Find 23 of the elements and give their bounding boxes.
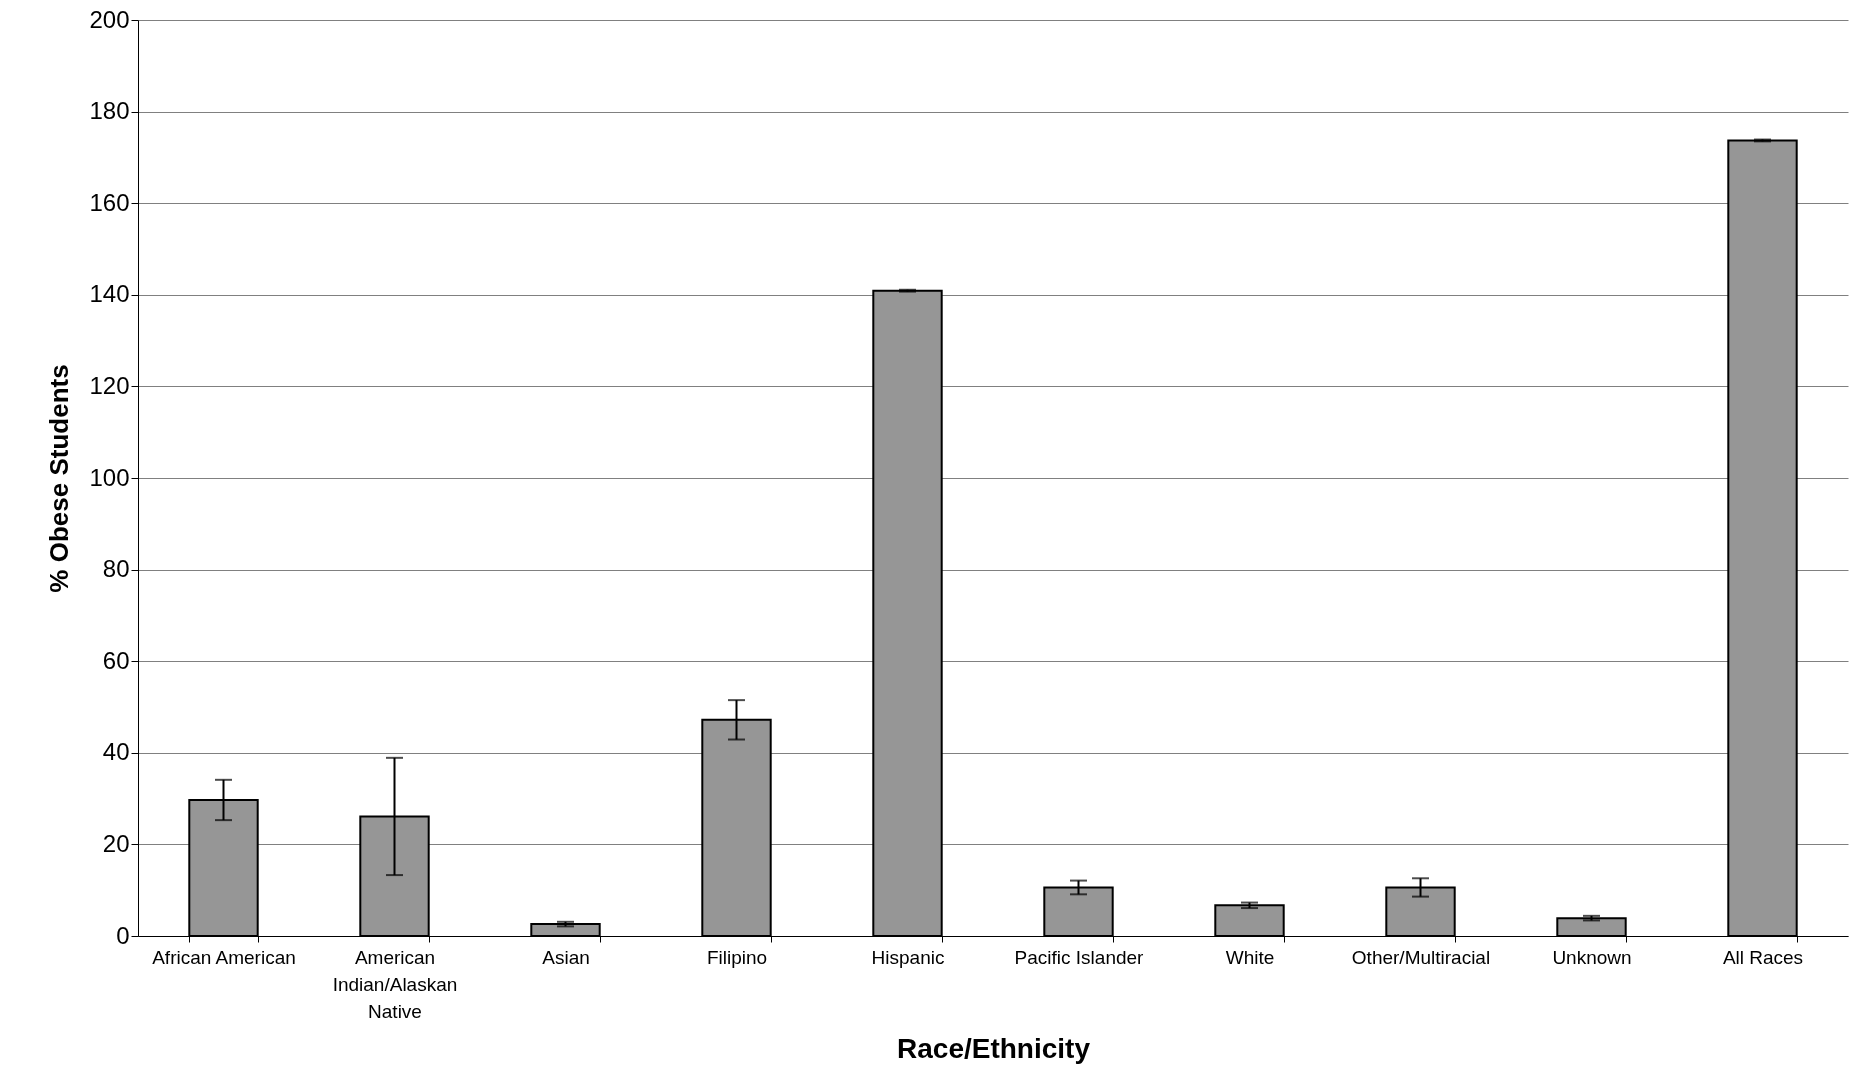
- x-tick-label: American Indian/Alaskan Native: [332, 946, 458, 1022]
- y-tick-label: 160: [89, 188, 130, 216]
- x-tick-label: Unknown: [1552, 946, 1632, 968]
- x-tick-label: Filipino: [706, 946, 768, 968]
- y-tick-label: 180: [89, 97, 130, 125]
- y-tick-label: 60: [102, 646, 130, 674]
- y-tick-label: 80: [102, 555, 130, 583]
- y-axis-title: % Obese Students: [44, 364, 75, 593]
- x-tick-label: Asian: [542, 946, 590, 968]
- y-tick-label: 140: [89, 280, 130, 308]
- y-tick-label: 40: [102, 738, 130, 766]
- x-tick-label: White: [1225, 946, 1275, 968]
- x-tick-label: Other/Multiracial: [1351, 946, 1491, 968]
- y-tick-label: 20: [102, 829, 130, 857]
- y-tick-label: 100: [89, 463, 130, 491]
- x-tick-label: Hispanic: [871, 946, 945, 968]
- x-tick-label: Pacific Islander: [1014, 946, 1145, 968]
- y-tick-label: 200: [89, 5, 130, 33]
- x-tick-label: African American: [152, 946, 296, 968]
- y-tick-label: 120: [89, 371, 130, 399]
- x-axis-title: Race/Ethnicity: [897, 1032, 1091, 1064]
- x-tick-label: All Races: [1722, 946, 1804, 968]
- y-tick-label: 0: [116, 921, 130, 949]
